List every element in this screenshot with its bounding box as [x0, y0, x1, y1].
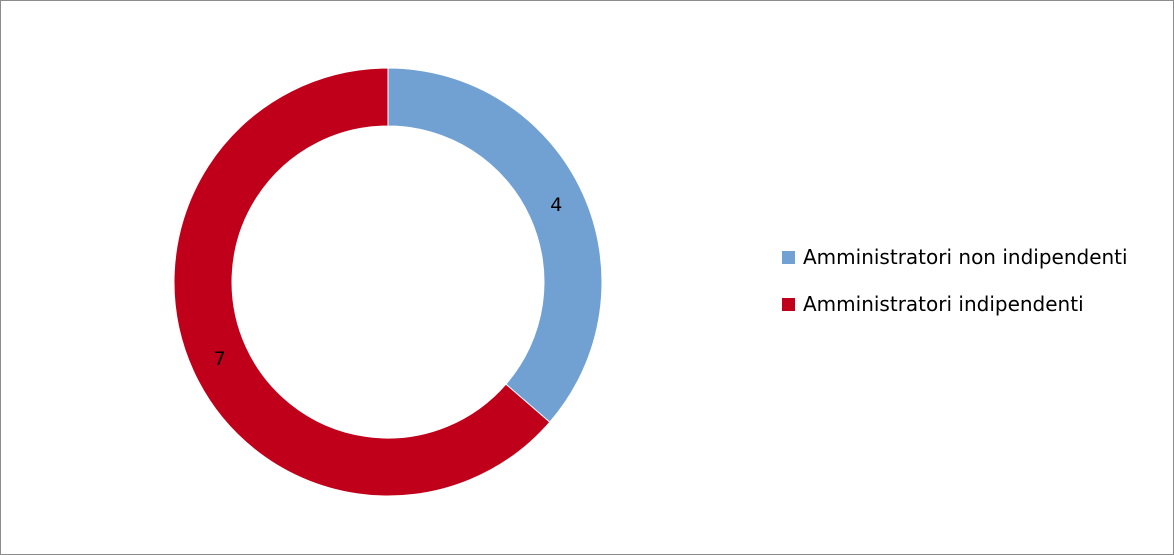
legend-item-indipendenti: Amministratori indipendenti: [782, 291, 1173, 317]
legend-swatch-indipendenti: [782, 297, 795, 311]
legend-label-non-indipendenti: Amministratori non indipendenti: [803, 245, 1128, 269]
donut-slice-0: [387, 67, 603, 423]
data-label-1: 7: [214, 348, 226, 370]
legend: Amministratori non indipendenti Amminist…: [782, 244, 1173, 338]
legend-swatch-non-indipendenti: [782, 250, 795, 264]
legend-label-indipendenti: Amministratori indipendenti: [803, 292, 1084, 316]
donut-slice-1: [173, 67, 551, 497]
legend-item-non-indipendenti: Amministratori non indipendenti: [782, 244, 1173, 270]
data-label-0: 4: [550, 194, 562, 216]
